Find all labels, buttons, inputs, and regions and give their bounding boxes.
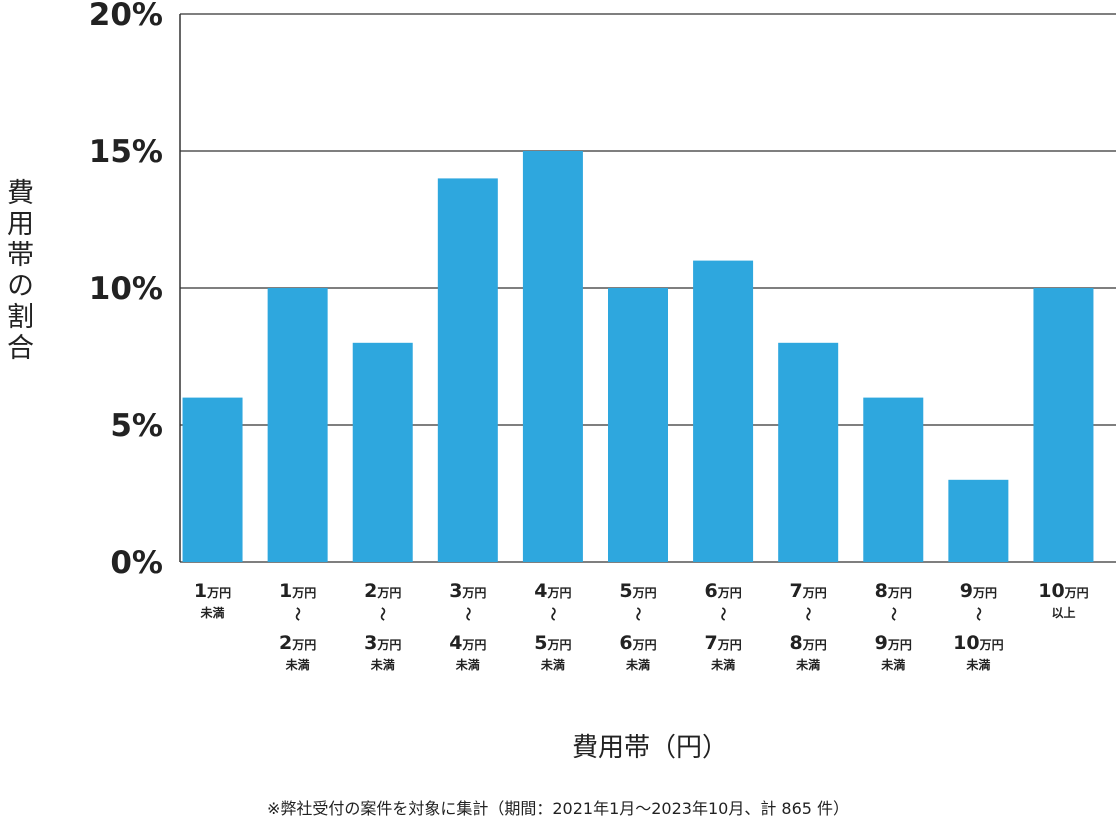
category-amount: 9万円 xyxy=(875,632,912,654)
category-suffix: 未満 xyxy=(710,657,735,672)
bar xyxy=(182,397,243,562)
category-suffix: 未満 xyxy=(540,657,565,672)
range-mark: ～ xyxy=(714,607,730,621)
category-suffix: 未満 xyxy=(285,657,310,672)
y-tick-label: 20% xyxy=(89,0,163,33)
category-amount: 8万円 xyxy=(790,632,827,654)
bar xyxy=(437,178,498,562)
bars xyxy=(182,151,1094,562)
bar xyxy=(948,479,1009,562)
category-suffix: 未満 xyxy=(200,605,225,620)
category-amount: 8万円 xyxy=(875,580,912,602)
category-amount: 3万円 xyxy=(449,580,486,602)
range-mark: ～ xyxy=(884,607,900,621)
category-amount: 2万円 xyxy=(279,632,316,654)
range-mark: ～ xyxy=(629,607,645,621)
range-mark: ～ xyxy=(374,607,390,621)
category-amount: 2万円 xyxy=(364,580,401,602)
bar-chart: 0%5%10%15%20% 1万円未満1万円～2万円未満2万円～3万円未満3万円… xyxy=(89,0,1116,672)
y-tick-label: 10% xyxy=(89,271,163,307)
y-tick-label: 0% xyxy=(110,545,163,581)
range-mark: ～ xyxy=(969,607,985,621)
category-amount: 10万円 xyxy=(1038,580,1088,602)
bar xyxy=(693,260,754,562)
category-amount: 10万円 xyxy=(953,632,1003,654)
category-suffix: 未満 xyxy=(965,657,990,672)
category-amount: 5万円 xyxy=(534,632,571,654)
category-suffix: 未満 xyxy=(370,657,395,672)
category-suffix: 未満 xyxy=(880,657,905,672)
bar xyxy=(863,397,924,562)
y-tick-label: 15% xyxy=(89,134,163,170)
category-amount: 6万円 xyxy=(619,632,656,654)
x-category-labels: 1万円未満1万円～2万円未満2万円～3万円未満3万円～4万円未満4万円～5万円未… xyxy=(194,580,1089,672)
y-tick-labels: 0% 5% 10% 15% 20% xyxy=(89,0,163,581)
category-amount: 7万円 xyxy=(704,632,741,654)
range-mark: ～ xyxy=(459,607,475,621)
range-mark: ～ xyxy=(289,607,305,621)
category-suffix: 未満 xyxy=(625,657,650,672)
y-tick-label: 5% xyxy=(110,408,163,444)
category-suffix: 未満 xyxy=(795,657,820,672)
category-amount: 5万円 xyxy=(619,580,656,602)
bar xyxy=(522,151,583,562)
y-axis-label: 費用帯の割合 xyxy=(2,178,33,364)
category-amount: 4万円 xyxy=(449,632,486,654)
bar xyxy=(778,342,839,562)
category-suffix: 以上 xyxy=(1051,605,1075,620)
footnote: ※弊社受付の案件を対象に集計（期間：2021年1月～2023年10月、計 865… xyxy=(266,799,850,818)
category-amount: 3万円 xyxy=(364,632,401,654)
x-axis-label: 費用帯（円） xyxy=(571,733,728,763)
range-mark: ～ xyxy=(799,607,815,621)
category-suffix: 未満 xyxy=(455,657,480,672)
category-amount: 7万円 xyxy=(790,580,827,602)
category-amount: 1万円 xyxy=(279,580,316,602)
bar xyxy=(352,342,413,562)
category-amount: 4万円 xyxy=(534,580,571,602)
bar xyxy=(608,288,668,562)
bar xyxy=(267,288,328,562)
category-amount: 6万円 xyxy=(704,580,741,602)
bar xyxy=(1033,288,1094,562)
category-amount: 1万円 xyxy=(194,580,231,602)
category-amount: 9万円 xyxy=(960,580,997,602)
range-mark: ～ xyxy=(544,607,560,621)
